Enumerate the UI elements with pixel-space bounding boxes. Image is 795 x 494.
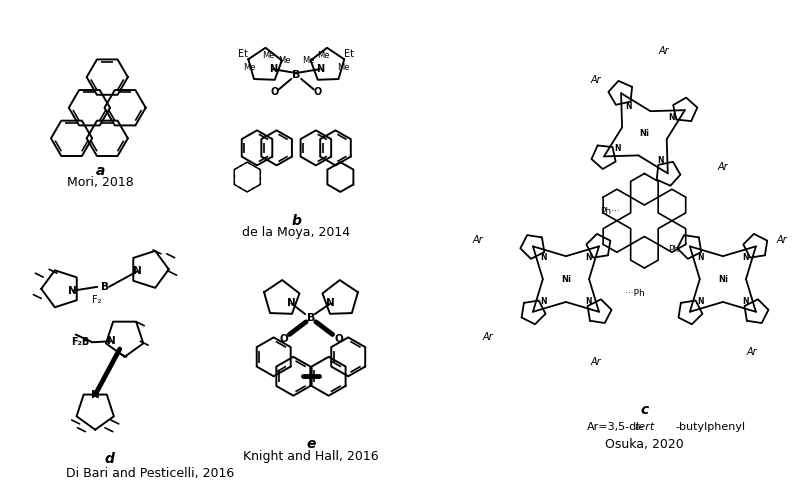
Text: Me: Me xyxy=(262,51,275,60)
Text: b: b xyxy=(291,214,301,228)
Text: Ar: Ar xyxy=(777,235,787,245)
Text: Ar: Ar xyxy=(472,235,483,245)
Text: Me: Me xyxy=(278,56,291,65)
Text: Ar: Ar xyxy=(590,357,601,367)
Text: Ni: Ni xyxy=(561,275,571,284)
Text: F₂: F₂ xyxy=(92,295,102,305)
Text: Et: Et xyxy=(344,48,355,59)
Text: Mori, 2018: Mori, 2018 xyxy=(67,176,134,189)
Text: B: B xyxy=(101,282,109,292)
Text: Ph: Ph xyxy=(669,246,680,254)
Text: O: O xyxy=(270,87,279,97)
Text: Ar: Ar xyxy=(659,45,669,56)
Text: N: N xyxy=(133,266,142,276)
Text: N: N xyxy=(585,252,591,262)
Text: Me: Me xyxy=(317,51,330,60)
Text: N: N xyxy=(68,286,77,296)
Text: N: N xyxy=(614,144,620,153)
Text: N: N xyxy=(91,390,99,400)
Text: N: N xyxy=(742,252,748,262)
Text: N: N xyxy=(626,102,632,111)
Text: a: a xyxy=(95,164,105,177)
Text: Ar: Ar xyxy=(483,332,493,342)
Text: N: N xyxy=(269,64,277,74)
Text: Ni: Ni xyxy=(639,129,650,138)
Text: tert: tert xyxy=(634,422,654,432)
Text: Osuka, 2020: Osuka, 2020 xyxy=(605,438,684,451)
Text: F₂B: F₂B xyxy=(72,337,90,347)
Text: N: N xyxy=(541,252,547,262)
Text: N: N xyxy=(326,298,335,308)
Text: Ph···: Ph··· xyxy=(600,206,620,215)
Text: Knight and Hall, 2016: Knight and Hall, 2016 xyxy=(243,451,378,463)
Text: N: N xyxy=(107,336,115,346)
Text: N: N xyxy=(287,298,296,308)
Text: O: O xyxy=(314,87,322,97)
Text: N: N xyxy=(742,296,748,306)
Text: B: B xyxy=(307,313,315,323)
Text: Ar: Ar xyxy=(590,75,601,85)
Text: e: e xyxy=(306,437,316,452)
Text: Ar=3,5-di-: Ar=3,5-di- xyxy=(587,422,645,432)
Text: N: N xyxy=(316,64,324,74)
Text: N: N xyxy=(541,296,547,306)
Text: de la Moya, 2014: de la Moya, 2014 xyxy=(242,226,351,239)
Text: N: N xyxy=(669,113,675,122)
Text: Ar: Ar xyxy=(747,347,758,357)
Text: N: N xyxy=(697,296,704,306)
Text: Et: Et xyxy=(238,48,248,59)
Text: Me: Me xyxy=(337,63,350,72)
Text: O: O xyxy=(279,334,288,344)
Text: N: N xyxy=(585,296,591,306)
Text: Me: Me xyxy=(302,56,314,65)
Text: N: N xyxy=(657,156,663,165)
Text: O: O xyxy=(334,334,343,344)
Text: N: N xyxy=(697,252,704,262)
Text: B: B xyxy=(292,70,301,80)
Text: Ar: Ar xyxy=(718,163,728,172)
Text: Me: Me xyxy=(243,63,255,72)
Text: d: d xyxy=(105,452,114,466)
Text: ···Ph: ···Ph xyxy=(625,289,645,298)
Text: c: c xyxy=(640,403,649,417)
Text: Di Bari and Pesticelli, 2016: Di Bari and Pesticelli, 2016 xyxy=(66,467,234,480)
Text: -butylphenyl: -butylphenyl xyxy=(676,422,746,432)
Text: Ni: Ni xyxy=(718,275,728,284)
